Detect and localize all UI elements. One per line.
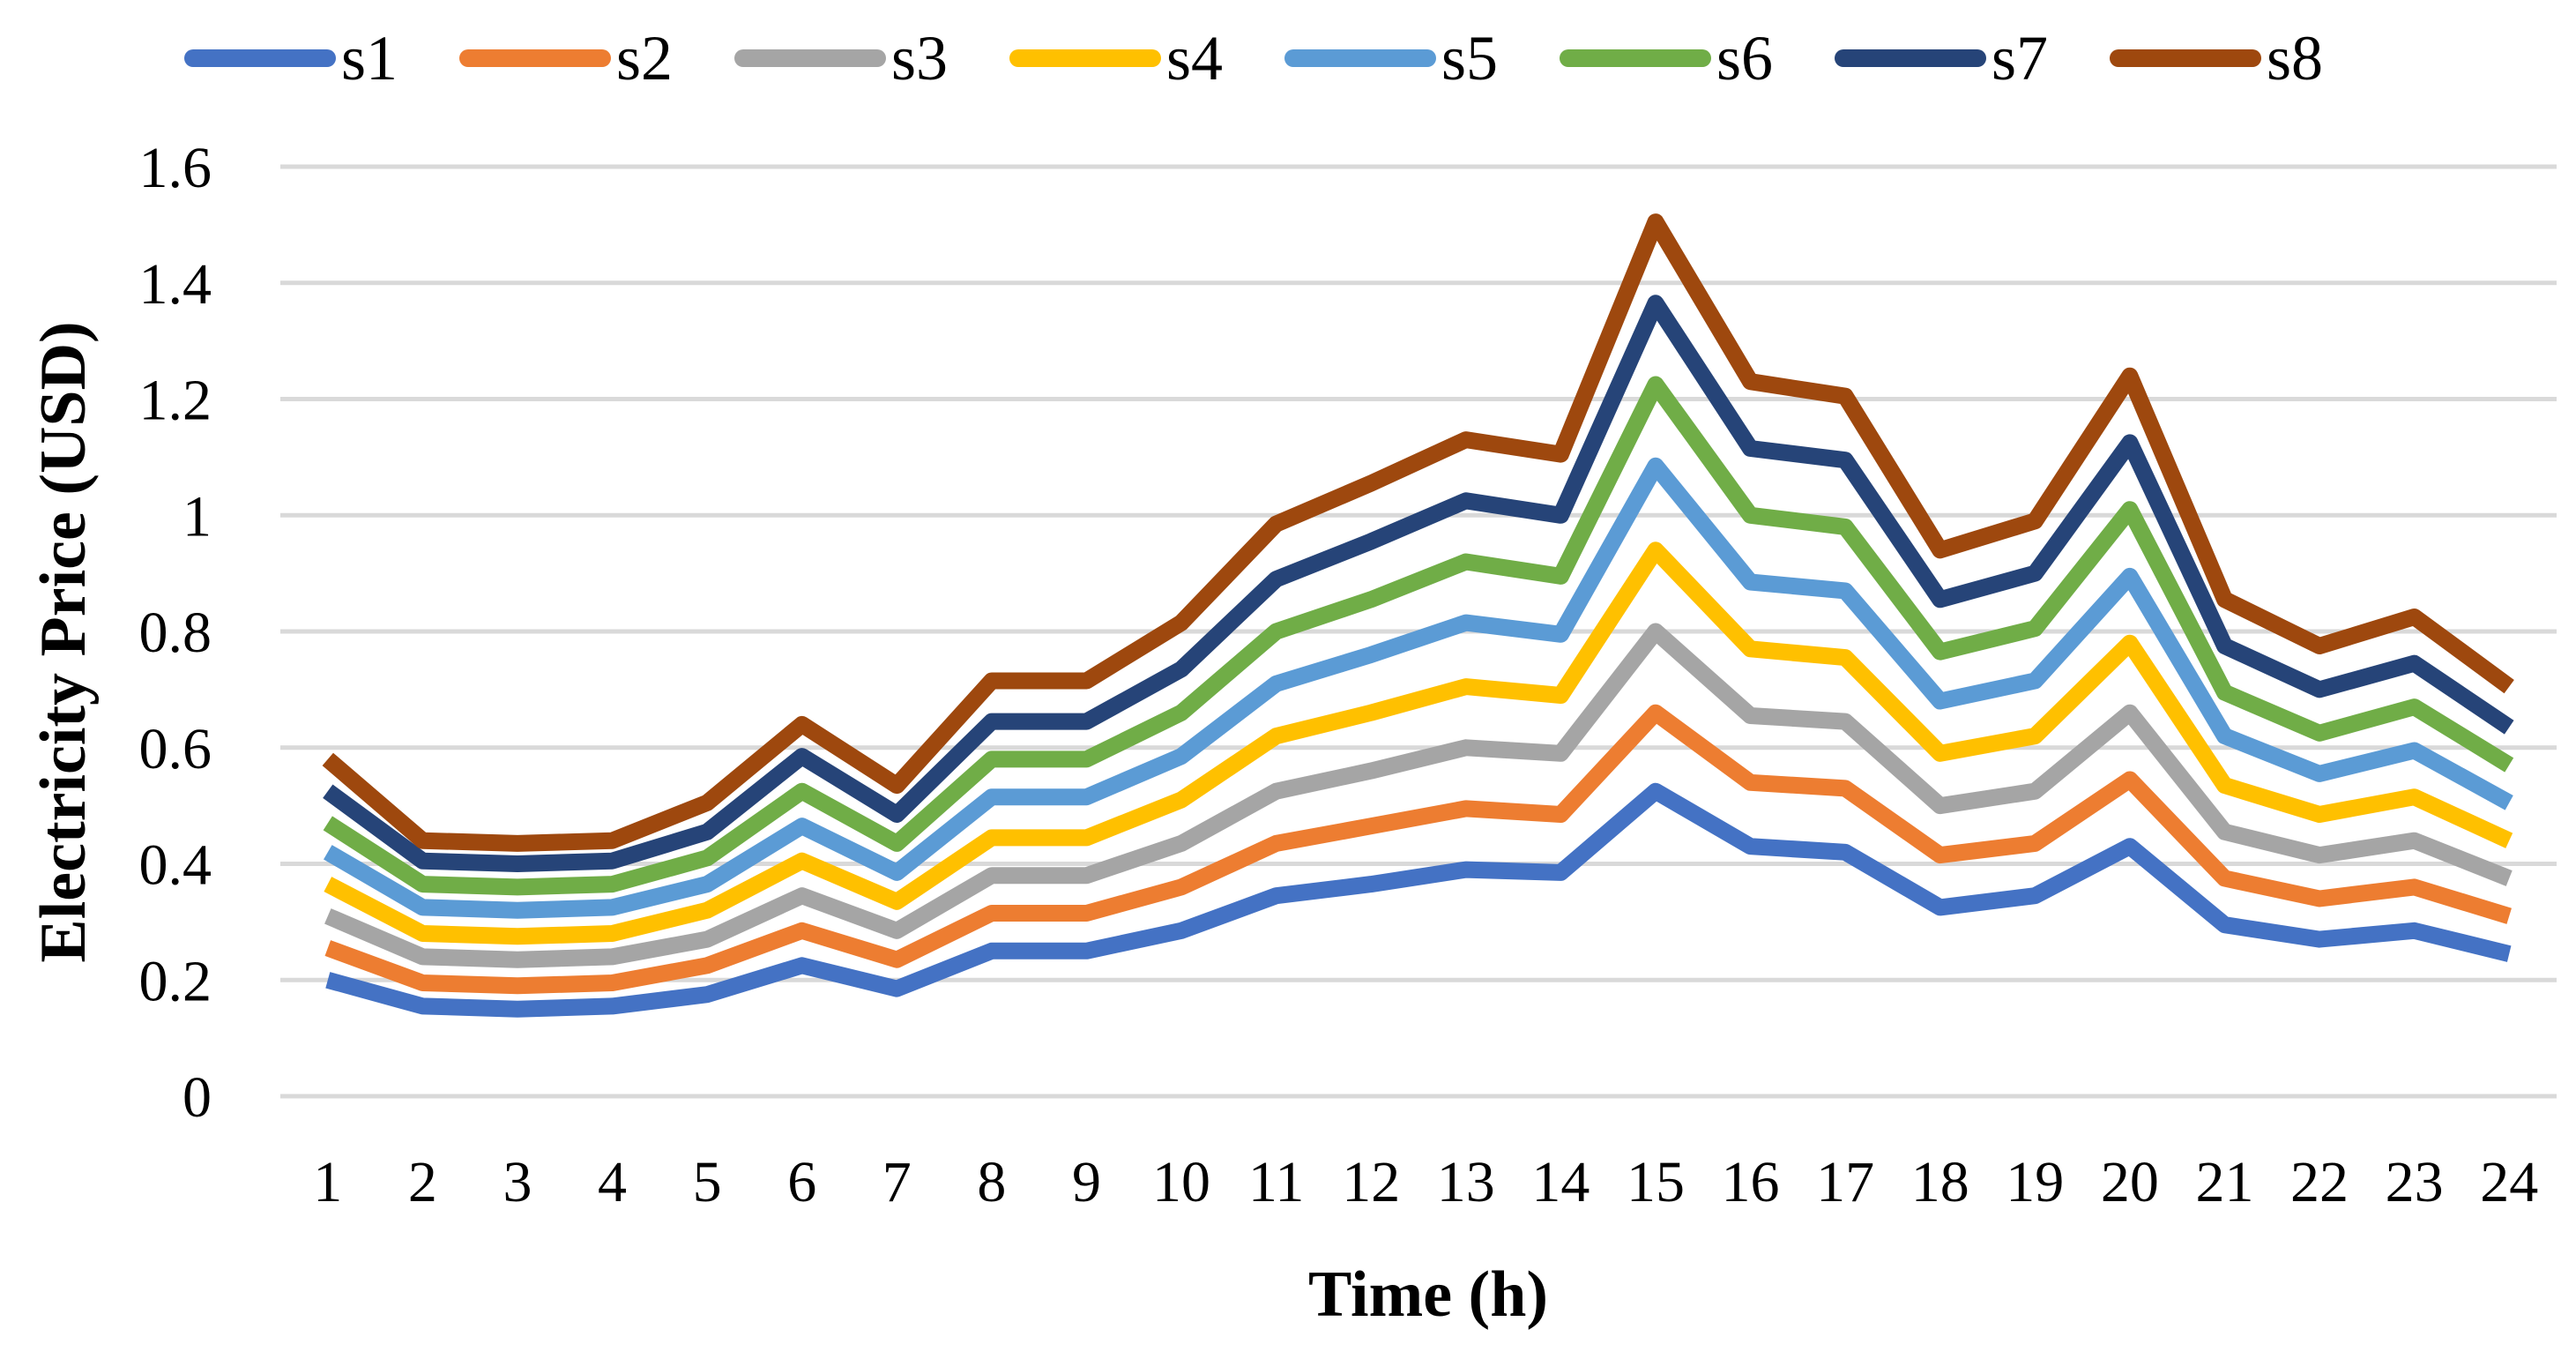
x-tick-label: 2	[408, 1150, 437, 1214]
x-tick-label: 24	[2480, 1150, 2538, 1214]
x-tick-label: 23	[2386, 1150, 2444, 1214]
x-tick-label: 3	[503, 1150, 532, 1214]
x-tick-label: 4	[598, 1150, 627, 1214]
x-tick-label: 12	[1342, 1150, 1400, 1214]
x-tick-label: 20	[2101, 1150, 2159, 1214]
x-tick-label: 16	[1722, 1150, 1780, 1214]
legend-label: s4	[1166, 23, 1223, 93]
series-line-s1	[325, 782, 2512, 1018]
y-tick-label: 0	[182, 1065, 212, 1130]
y-axis-title: Electricity Price (USD)	[27, 321, 100, 962]
legend: s1 s2 s3 s4 s5 s6 s7 s8	[184, 23, 2323, 93]
x-tick-label: 13	[1437, 1150, 1495, 1214]
series-line-s8	[322, 213, 2514, 852]
series-line-s2	[324, 704, 2512, 995]
x-tick-label: 8	[977, 1150, 1006, 1214]
x-tick-label: 5	[693, 1150, 722, 1214]
x-tick-label: 9	[1072, 1150, 1101, 1214]
legend-label: s6	[1716, 23, 1773, 93]
y-tick-label: 0.6	[139, 717, 212, 781]
legend-item-s1: s1	[184, 23, 398, 93]
y-axis-ticks: 0 0.2 0.4 0.6 0.8 1 1.2 1.4 1.6	[139, 136, 212, 1130]
series-line-s5	[324, 457, 2513, 919]
legend-item-s5: s5	[1284, 23, 1498, 93]
series-line-s6	[323, 376, 2514, 896]
y-tick-label: 1	[182, 484, 212, 549]
legend-label: s2	[616, 23, 673, 93]
x-tick-label: 1	[313, 1150, 342, 1214]
legend-label: s5	[1441, 23, 1498, 93]
x-tick-label: 7	[882, 1150, 912, 1214]
legend-item-s8: s8	[2110, 23, 2323, 93]
x-tick-label: 11	[1248, 1150, 1305, 1214]
x-tick-label: 14	[1531, 1150, 1590, 1214]
y-tick-label: 0.2	[139, 949, 212, 1013]
y-tick-label: 0.8	[139, 601, 212, 665]
y-tick-label: 1.4	[139, 252, 212, 317]
x-tick-label: 22	[2290, 1150, 2349, 1214]
y-tick-label: 1.2	[139, 369, 212, 433]
series-line-s3	[324, 623, 2513, 968]
legend-label: s8	[2267, 23, 2323, 93]
y-tick-label: 0.4	[139, 833, 212, 898]
series-line-s4	[324, 541, 2513, 945]
x-tick-label: 17	[1816, 1150, 1874, 1214]
series-lines	[322, 213, 2514, 1018]
legend-item-s6: s6	[1560, 23, 1773, 93]
x-tick-label: 6	[787, 1150, 816, 1214]
x-tick-label: 18	[1911, 1150, 1969, 1214]
legend-item-s4: s4	[1009, 23, 1223, 93]
legend-label: s7	[1992, 23, 2048, 93]
legend-label: s1	[341, 23, 398, 93]
legend-item-s2: s2	[459, 23, 673, 93]
x-axis-ticks: 1 2 3 4 5 6 7 8 9 10 11 12 13 14 15 16 17 18 19 20 21 22 23 24	[313, 1150, 2538, 1214]
x-axis-title: Time (h)	[1308, 1258, 1548, 1331]
y-tick-label: 1.6	[139, 136, 212, 200]
x-tick-label: 19	[2006, 1150, 2064, 1214]
series-line-s7	[323, 295, 2514, 872]
x-tick-label: 15	[1627, 1150, 1685, 1214]
x-tick-label: 10	[1152, 1150, 1210, 1214]
x-tick-label: 21	[2195, 1150, 2253, 1214]
legend-label: s3	[891, 23, 948, 93]
legend-item-s3: s3	[734, 23, 948, 93]
legend-item-s7: s7	[1835, 23, 2048, 93]
